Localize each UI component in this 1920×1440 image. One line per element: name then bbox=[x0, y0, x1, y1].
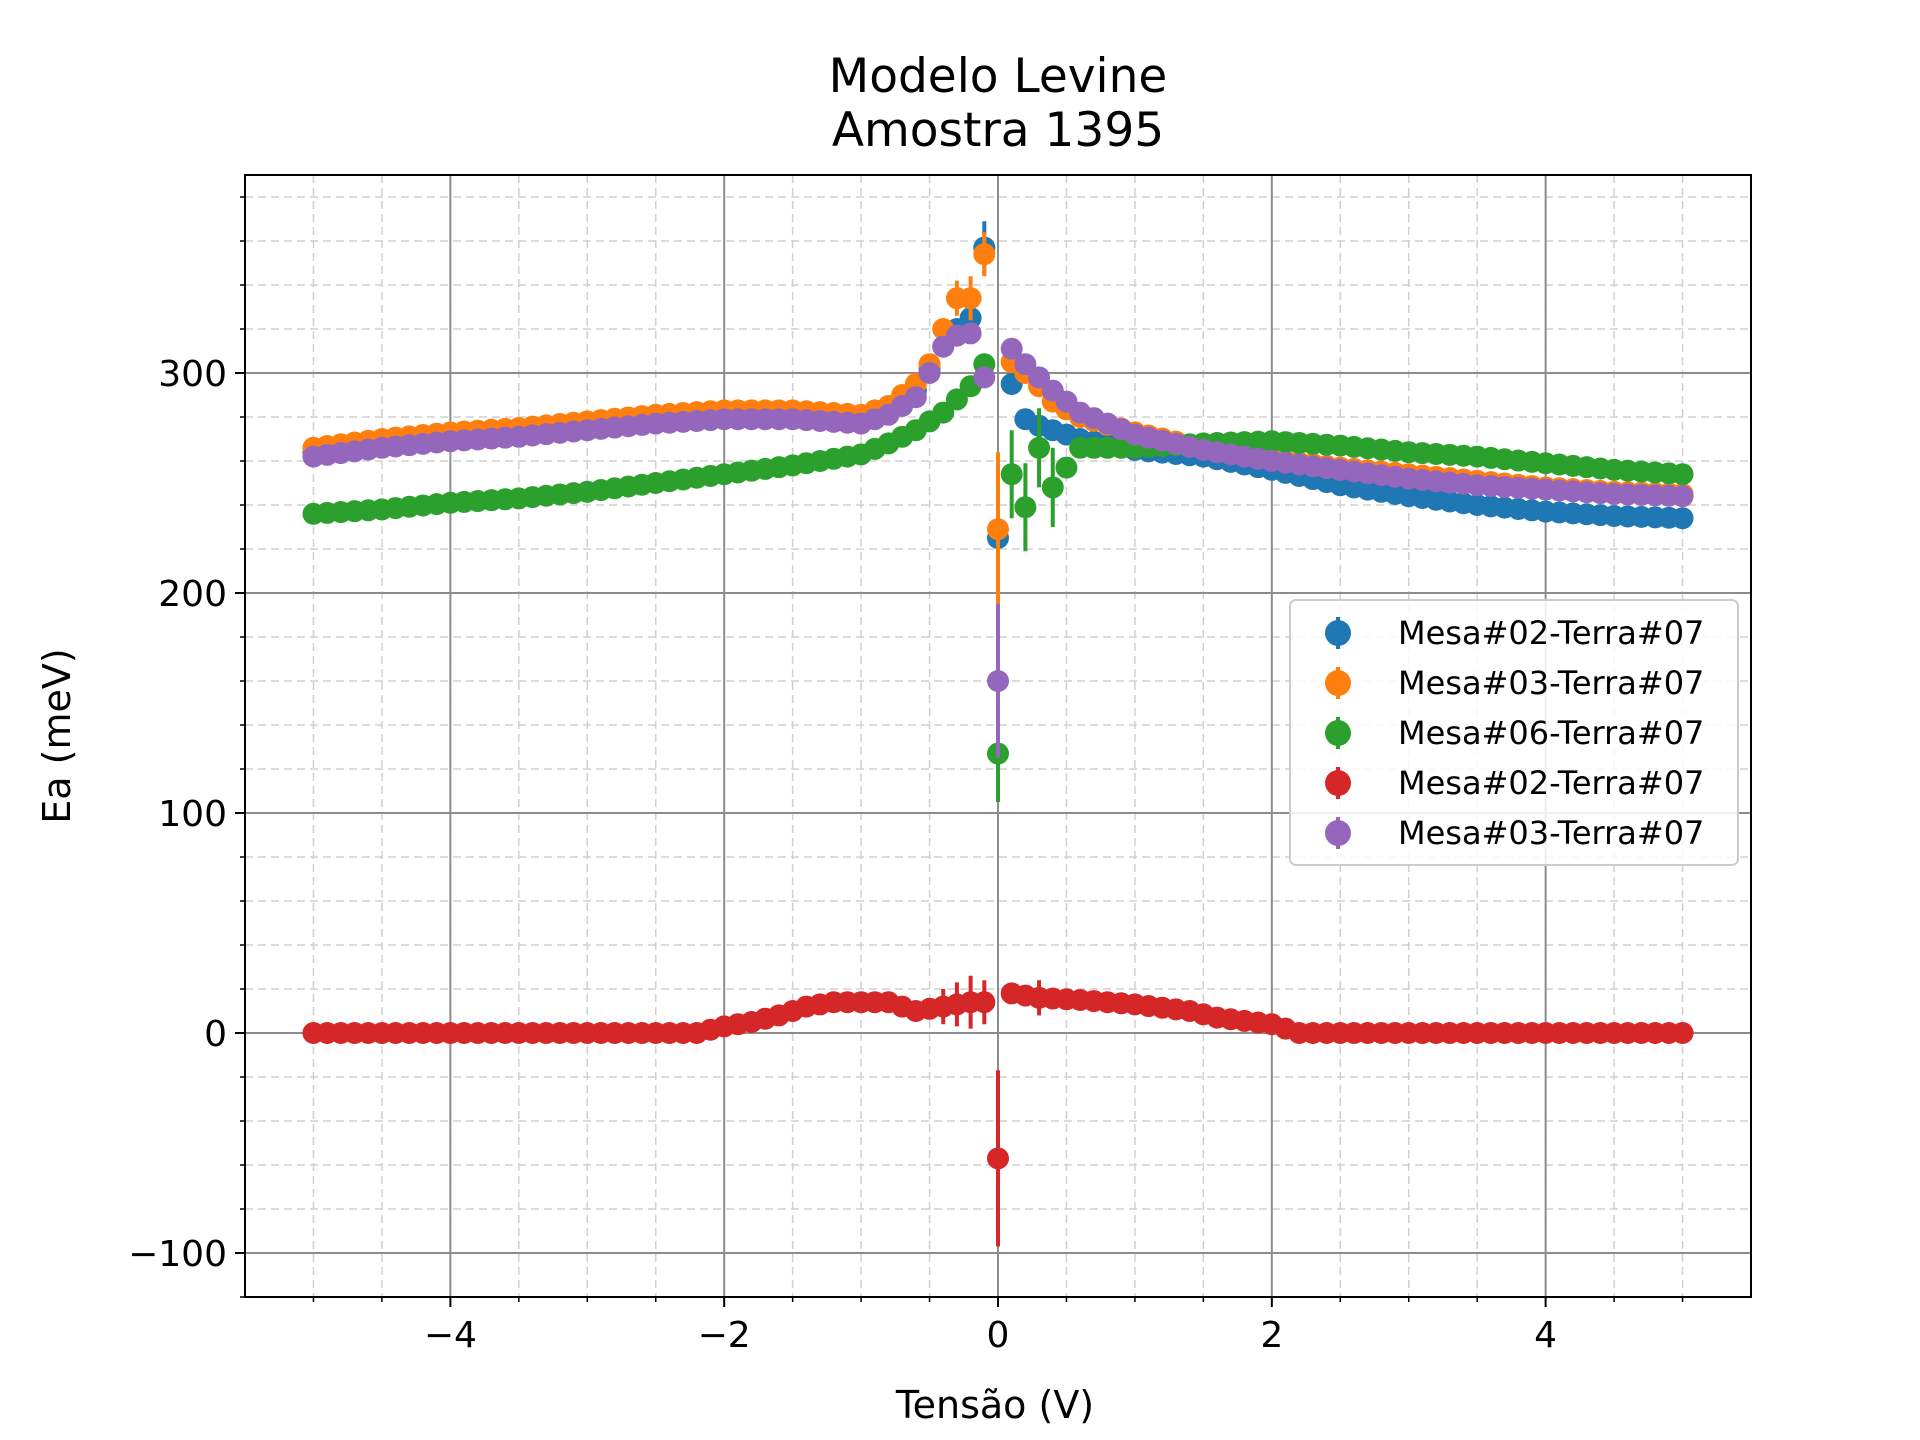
data-point bbox=[987, 518, 1009, 541]
series-layer bbox=[302, 221, 1694, 1247]
legend-marker bbox=[1325, 770, 1351, 796]
data-point bbox=[1014, 496, 1037, 519]
x-tick-labels: −4 −2 0 2 4 bbox=[424, 1315, 1557, 1356]
data-point bbox=[973, 366, 996, 389]
y-tick-label: −100 bbox=[128, 1234, 227, 1275]
data-point bbox=[904, 386, 927, 409]
data-point bbox=[945, 388, 968, 411]
x-tick-label: 0 bbox=[987, 1315, 1010, 1356]
legend-label: Mesa#03-Terra#07 bbox=[1398, 664, 1704, 702]
legend-box bbox=[1289, 599, 1739, 866]
data-point bbox=[959, 287, 982, 310]
data-point bbox=[987, 1147, 1009, 1170]
series-3 bbox=[302, 353, 1694, 802]
legend: Mesa#02-Terra#07 Mesa#03-Terra#07 Mesa#06-… bbox=[1289, 599, 1739, 866]
data-point bbox=[1671, 507, 1694, 530]
data-point bbox=[959, 322, 982, 345]
data-point bbox=[973, 243, 996, 266]
chart-title: Modelo Levine bbox=[829, 49, 1168, 104]
data-point bbox=[1671, 463, 1694, 486]
y-tick-label: 100 bbox=[158, 794, 227, 835]
data-point bbox=[987, 670, 1009, 692]
x-tick-label: 2 bbox=[1260, 1315, 1283, 1356]
legend-item: Mesa#02-Terra#07 bbox=[1325, 614, 1704, 652]
axis-ticks bbox=[235, 196, 1684, 1307]
data-point bbox=[1055, 456, 1078, 479]
data-point bbox=[1014, 353, 1037, 376]
legend-marker bbox=[1325, 720, 1351, 746]
data-point bbox=[1028, 366, 1051, 389]
x-axis-label: Tensão (V) bbox=[895, 1383, 1094, 1427]
legend-marker bbox=[1325, 670, 1351, 696]
legend-item: Mesa#03-Terra#07 bbox=[1325, 814, 1704, 852]
data-point bbox=[1041, 476, 1064, 499]
y-tick-label: 300 bbox=[158, 354, 227, 395]
legend-label: Mesa#03-Terra#07 bbox=[1398, 814, 1704, 852]
data-point bbox=[1000, 463, 1023, 486]
x-tick-label: −4 bbox=[424, 1315, 477, 1356]
x-tick-label: −2 bbox=[698, 1315, 751, 1356]
legend-item: Mesa#03-Terra#07 bbox=[1325, 664, 1704, 702]
data-point bbox=[1671, 485, 1694, 508]
y-tick-labels: −100 0 100 200 300 bbox=[128, 354, 227, 1275]
legend-marker bbox=[1325, 620, 1351, 646]
data-point bbox=[918, 362, 941, 384]
data-point bbox=[1028, 436, 1051, 459]
legend-marker bbox=[1325, 820, 1351, 846]
y-tick-label: 0 bbox=[204, 1014, 227, 1055]
y-axis-label: Ea (meV) bbox=[35, 648, 79, 823]
y-tick-label: 200 bbox=[158, 574, 227, 615]
legend-label: Mesa#06-Terra#07 bbox=[1398, 714, 1704, 752]
data-point bbox=[1000, 337, 1023, 360]
x-tick-label: 4 bbox=[1534, 1315, 1557, 1356]
data-point bbox=[932, 401, 955, 424]
series-5 bbox=[302, 322, 1694, 758]
legend-label: Mesa#02-Terra#07 bbox=[1398, 764, 1704, 802]
series-4 bbox=[302, 975, 1694, 1247]
legend-label: Mesa#02-Terra#07 bbox=[1398, 614, 1704, 652]
data-point bbox=[1671, 1022, 1694, 1044]
chart-subtitle: Amostra 1395 bbox=[832, 103, 1164, 158]
data-point bbox=[973, 991, 996, 1014]
legend-item: Mesa#02-Terra#07 bbox=[1325, 764, 1704, 802]
legend-item: Mesa#06-Terra#07 bbox=[1325, 714, 1704, 752]
